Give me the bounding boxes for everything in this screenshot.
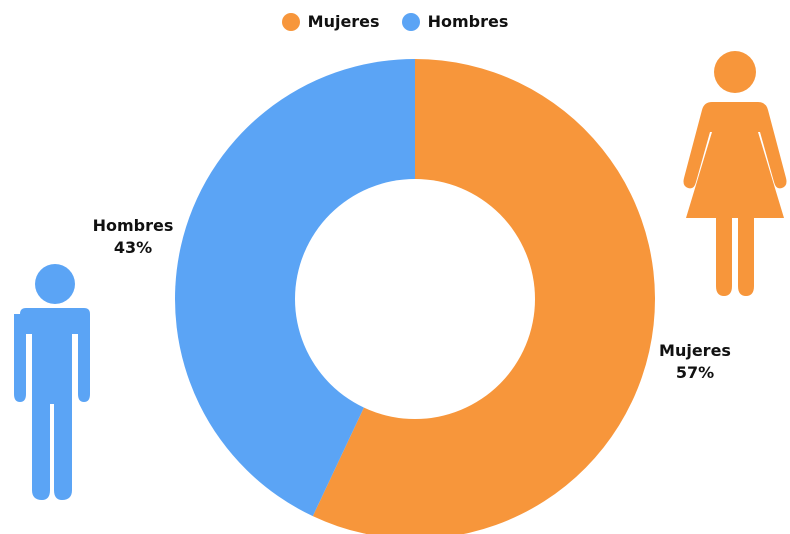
legend-label-hombres: Hombres bbox=[427, 12, 509, 31]
data-label-mujeres-name: Mujeres bbox=[659, 341, 731, 360]
legend-swatch-hombres bbox=[401, 12, 420, 31]
donut-hole bbox=[295, 179, 535, 419]
data-label-mujeres-value: 57% bbox=[675, 363, 715, 382]
legend: Mujeres Hombres bbox=[0, 12, 790, 31]
data-label-hombres: Hombres 43% bbox=[78, 215, 188, 259]
legend-label-mujeres: Mujeres bbox=[307, 12, 380, 31]
woman-figure-icon bbox=[683, 51, 787, 296]
legend-item-hombres[interactable]: Hombres bbox=[401, 12, 509, 31]
legend-swatch-mujeres bbox=[281, 12, 300, 31]
man-figure-icon bbox=[14, 264, 90, 500]
data-label-hombres-name: Hombres bbox=[92, 216, 174, 235]
data-label-mujeres: Mujeres 57% bbox=[640, 340, 750, 384]
data-label-hombres-value: 43% bbox=[113, 238, 153, 257]
legend-item-mujeres[interactable]: Mujeres bbox=[281, 12, 380, 31]
